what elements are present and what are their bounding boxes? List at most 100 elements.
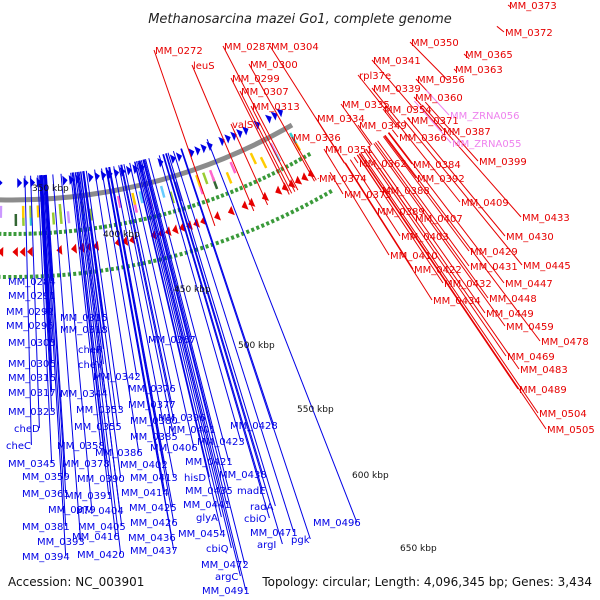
scale-tick (215, 194, 220, 200)
gene-label-mm-0304: MM_0304 (271, 42, 319, 53)
gene-label-line (172, 150, 295, 533)
scale-label-350: 350 kbp (32, 184, 69, 194)
gene-label-mm-0478: MM_0478 (541, 337, 589, 348)
scale-tick (201, 199, 206, 205)
gene-label-mm-0366: MM_0366 (399, 133, 447, 144)
gene-label-line (344, 162, 433, 301)
forward-gene-arrow (172, 224, 179, 235)
gene-label-mm-0447: MM_0447 (505, 279, 553, 290)
gene-label-line (45, 174, 67, 477)
gene-label-mm-0373: MM_0373 (509, 1, 557, 12)
gene-label-mm-0399: MM_0399 (479, 157, 527, 168)
gene-label-mm-0306: MM_0306 (8, 359, 56, 370)
scale-tick (152, 258, 157, 264)
gene-label-mm-0362: MM_0362 (359, 159, 407, 170)
gene-label-mm-0428: MM_0428 (230, 421, 278, 432)
gene-label-mm-zrna056: MM_ZRNA056 (450, 111, 519, 122)
scale-tick (131, 262, 136, 268)
scale-tick (314, 197, 319, 203)
scale-tick (210, 196, 216, 202)
gene-label-mm-0379: MM_0379 (48, 505, 96, 516)
gene-label-line (43, 174, 67, 527)
reverse-gene-arrow (224, 134, 231, 144)
gene-label-mm-0472: MM_0472 (201, 560, 249, 571)
gene-label-mm-0436: MM_0436 (128, 533, 176, 544)
gene-label-mm-0433: MM_0433 (522, 213, 570, 224)
scale-tick (309, 199, 314, 205)
gene-label-line (139, 160, 247, 591)
gene-label-line (101, 168, 138, 377)
scale-tick (162, 211, 167, 217)
scale-tick (204, 244, 210, 249)
gene-label-line (206, 139, 358, 523)
gene-label-mm-0434: MM_0434 (433, 296, 481, 307)
scale-tick (115, 265, 120, 271)
gene-label-mm-0345: MM_0345 (8, 459, 56, 470)
reverse-gene-arrow (241, 126, 249, 136)
forward-gene-arrow (241, 200, 249, 210)
scale-tick (147, 259, 152, 265)
gene-label-mm-0454: MM_0454 (178, 529, 226, 540)
scale-tick (184, 250, 189, 256)
gene-label-line (398, 124, 461, 203)
gene-label-mm-0394: MM_0394 (22, 552, 70, 563)
gene-label-line (148, 158, 230, 462)
gene-label-line (83, 171, 105, 318)
scale-tick (234, 187, 239, 193)
gene-label-line (165, 153, 283, 545)
gene-label-line (463, 53, 470, 60)
scale-tick (280, 166, 285, 172)
reverse-gene-arrow (62, 175, 68, 186)
gene-label-line (24, 175, 32, 446)
gene-label-mm-0413: MM_0413 (130, 473, 178, 484)
gene-label-line (496, 25, 505, 33)
gene-label-mm-0380: MM_0380 (130, 416, 178, 427)
gene-label-mm-0403: MM_0403 (401, 232, 449, 243)
gene-label-mm-0339: MM_0339 (373, 84, 421, 95)
scale-tick (265, 220, 270, 226)
gene-label-line (373, 143, 506, 327)
gene-label-mm-0374: MM_0374 (319, 174, 367, 185)
gene-label-mm-0423: MM_0423 (197, 437, 245, 448)
gene-label-mm-0295: MM_0295 (6, 321, 54, 332)
gene-label-mm-0292: MM_0292 (6, 307, 54, 318)
scale-tick (108, 223, 113, 228)
gene-label-line (414, 100, 452, 144)
gene-label-mm-0318: MM_0318 (60, 325, 108, 336)
gene-label-line (77, 171, 123, 527)
scale-tick (262, 175, 267, 181)
gene-label-line (353, 156, 359, 164)
feature-stripe (225, 171, 233, 184)
gene-label-mm-0350: MM_0350 (411, 38, 459, 49)
gene-label-line (230, 123, 269, 206)
feature-stripe (202, 172, 209, 185)
gene-label-line (357, 74, 399, 126)
gene-label-line (406, 117, 506, 237)
gene-label-mm-0435: MM_0435 (185, 486, 233, 497)
gene-label-line (165, 153, 264, 475)
gene-label-line (388, 132, 505, 284)
gene-label-cbio: cbiO (244, 514, 267, 525)
gene-label-line (421, 104, 522, 218)
gene-label-line (74, 172, 122, 555)
forward-gene-arrow (227, 206, 235, 216)
scale-tick (235, 233, 240, 239)
gene-label-mm-0341: MM_0341 (373, 56, 421, 67)
feature-stripe (116, 195, 122, 209)
gene-label-mm-0390: MM_0390 (77, 474, 125, 485)
scale-tick (229, 189, 234, 195)
map-title: Methanosarcina mazei Go1, complete genom… (148, 12, 452, 27)
reverse-gene-arrow (23, 177, 29, 188)
gene-label-line (60, 173, 93, 510)
scale-tick (167, 210, 172, 216)
gene-label-mm-0356: MM_0356 (417, 75, 465, 86)
gene-label-line (78, 171, 104, 365)
scale-tick (252, 179, 258, 185)
gene-label-mm-0405: MM_0405 (78, 522, 126, 533)
gene-label-line (85, 170, 121, 410)
forward-gene-arrow (121, 236, 129, 246)
scale-tick (99, 268, 104, 273)
gene-label-mm-0496: MM_0496 (313, 518, 361, 529)
gene-label-made: madE (237, 486, 266, 497)
reverse-gene-arrow (200, 144, 207, 154)
